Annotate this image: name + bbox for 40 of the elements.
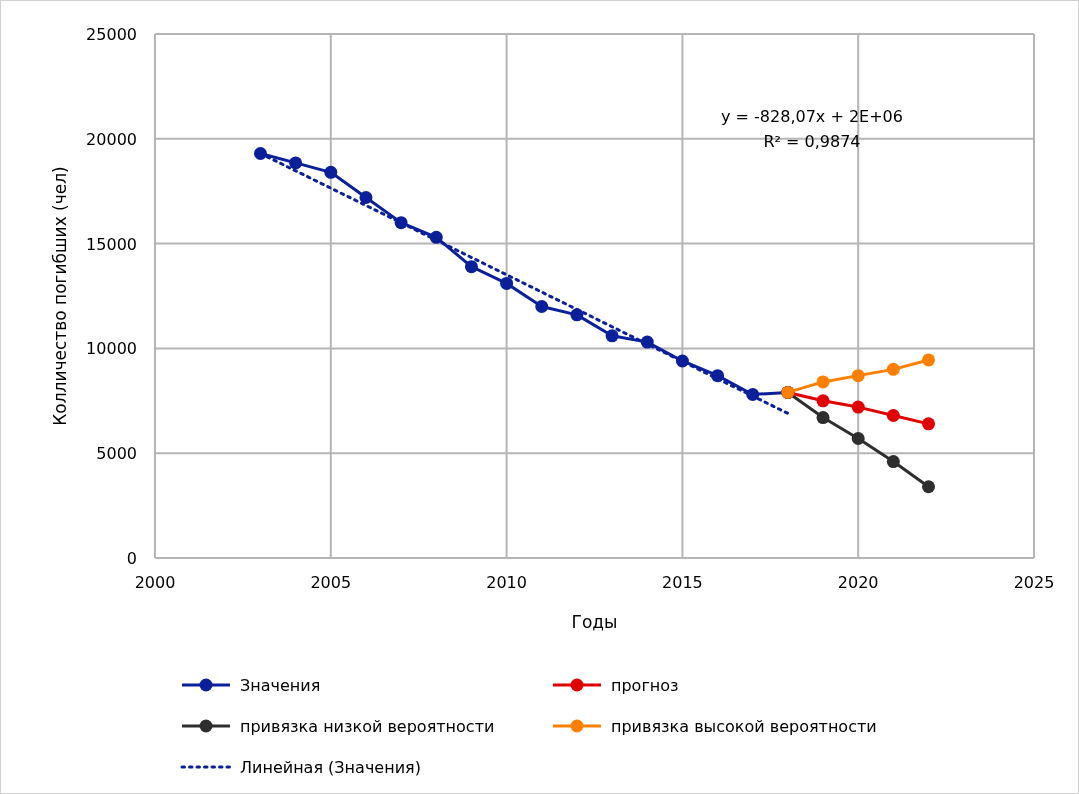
point xyxy=(922,417,936,431)
legend-label: Значения xyxy=(240,676,321,695)
legend-label: Линейная (Значения) xyxy=(240,758,421,777)
point xyxy=(359,190,373,204)
legend-label: привязка низкой вероятности xyxy=(240,717,495,736)
point xyxy=(324,165,338,179)
x-tick-label: 2025 xyxy=(1013,573,1055,592)
y-tick-label: 0 xyxy=(126,549,137,568)
legend-label: прогноз xyxy=(611,676,679,695)
x-tick-label: 2005 xyxy=(310,573,352,592)
point xyxy=(500,276,514,290)
point xyxy=(886,455,900,469)
point xyxy=(922,353,936,367)
point xyxy=(851,369,865,383)
point xyxy=(816,375,830,389)
point xyxy=(816,411,830,425)
x-axis-title: Годы xyxy=(571,612,618,632)
x-tick-label: 2000 xyxy=(134,573,176,592)
y-tick-label: 10000 xyxy=(86,339,137,359)
point xyxy=(851,432,865,446)
point xyxy=(922,480,936,494)
x-tick-label: 2010 xyxy=(486,573,527,592)
x-tick-label: 2020 xyxy=(837,573,879,592)
point xyxy=(605,329,619,343)
y-tick-label: 5000 xyxy=(96,444,137,464)
point xyxy=(851,400,865,414)
point xyxy=(464,260,478,274)
point xyxy=(535,299,549,313)
legend-label: привязка высокой вероятности xyxy=(611,717,877,736)
point xyxy=(886,362,900,376)
y-axis-title: Колличество погибших (чел) xyxy=(50,166,70,426)
y-tick-label: 25000 xyxy=(86,25,137,44)
x-tick-label: 2015 xyxy=(662,573,703,592)
annotation: R² = 0,9874 xyxy=(763,132,861,151)
y-tick-label: 20000 xyxy=(86,129,137,149)
y-tick-label: 15000 xyxy=(86,234,137,254)
point xyxy=(289,156,303,170)
point xyxy=(886,408,900,422)
annotation: y = -828,07x + 2E+06 xyxy=(721,107,903,126)
point xyxy=(816,394,830,408)
